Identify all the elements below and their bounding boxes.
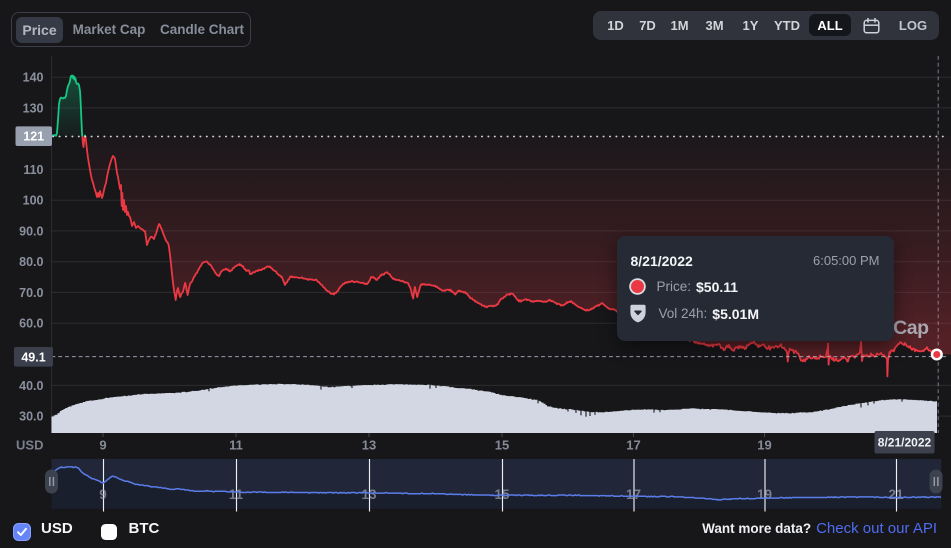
svg-text:90.0: 90.0	[19, 224, 43, 238]
svg-text:19: 19	[757, 438, 771, 453]
svg-text:130: 130	[23, 101, 44, 115]
svg-text:60.0: 60.0	[19, 317, 43, 331]
svg-text:USD: USD	[16, 437, 43, 452]
svg-text:9: 9	[99, 438, 106, 453]
svg-text:21: 21	[888, 487, 904, 502]
svg-text:140: 140	[23, 71, 44, 85]
svg-text:9: 9	[99, 487, 107, 502]
svg-text:17: 17	[626, 438, 640, 453]
svg-text:80.0: 80.0	[19, 255, 43, 269]
svg-text:110: 110	[23, 163, 43, 177]
svg-text:100: 100	[23, 194, 44, 208]
svg-text:49.1: 49.1	[21, 350, 45, 364]
svg-text:11: 11	[229, 487, 244, 502]
svg-text:8/21/2022: 8/21/2022	[878, 436, 932, 450]
svg-text:70.0: 70.0	[19, 286, 43, 300]
svg-text:13: 13	[361, 487, 377, 502]
svg-text:40.0: 40.0	[19, 379, 43, 393]
svg-text:15: 15	[495, 438, 509, 453]
svg-text:30.0: 30.0	[19, 410, 43, 424]
svg-text:19: 19	[757, 487, 772, 502]
svg-text:17: 17	[626, 487, 641, 502]
svg-text:13: 13	[362, 438, 376, 453]
svg-text:121: 121	[23, 130, 44, 144]
svg-text:11: 11	[229, 438, 243, 453]
